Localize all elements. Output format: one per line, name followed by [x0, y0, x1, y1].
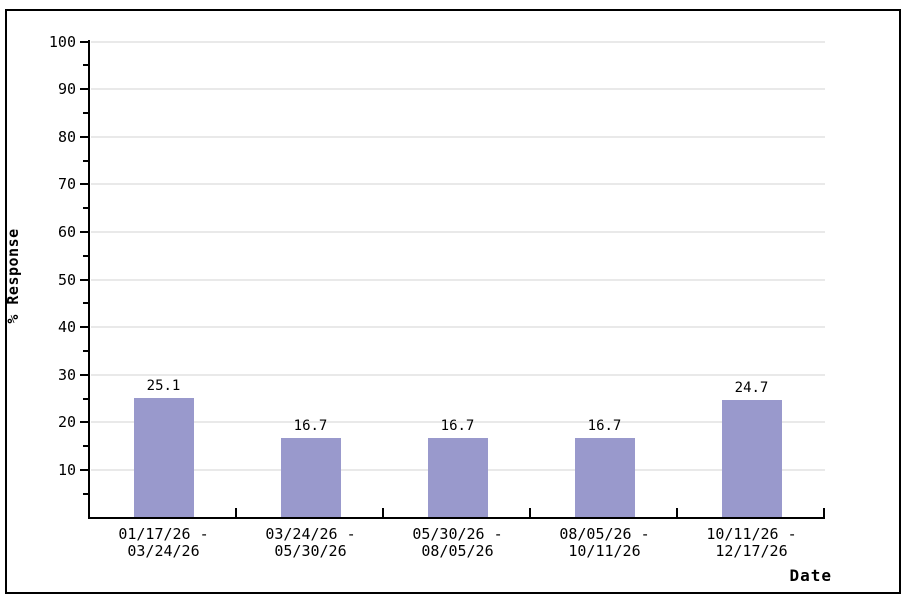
x-boundary-tick [823, 508, 825, 517]
chart-outer-border [5, 9, 901, 594]
y-axis-title: % Response [4, 228, 22, 324]
x-boundary-tick [235, 508, 237, 517]
y-major-tick [80, 468, 88, 471]
y-tick-label: 60 [57, 222, 76, 241]
x-category-label: 08/05/26 - 10/11/26 [559, 524, 650, 560]
x-axis-line [88, 517, 825, 519]
y-minor-tick [83, 159, 88, 162]
y-axis-line [88, 40, 90, 519]
bar [574, 438, 635, 517]
y-tick-label: 30 [57, 365, 76, 384]
gridline [91, 135, 825, 138]
y-tick-label: 50 [57, 270, 76, 289]
x-axis-title: Date [789, 566, 832, 585]
y-major-tick [80, 421, 88, 424]
bar-value-label: 16.7 [440, 418, 475, 434]
y-minor-tick [83, 302, 88, 305]
x-boundary-tick [676, 508, 678, 517]
y-tick-label: 100 [48, 32, 76, 51]
bar [721, 399, 782, 517]
gridline [91, 278, 825, 281]
y-tick-label: 20 [57, 413, 76, 432]
bar-value-label: 24.7 [734, 379, 769, 396]
y-minor-tick [83, 349, 88, 352]
bar-value-label: 16.7 [293, 418, 328, 434]
gridline [91, 230, 825, 233]
bar [280, 438, 341, 517]
y-minor-tick [83, 207, 88, 210]
y-tick-label: 40 [57, 318, 76, 337]
y-major-tick [80, 373, 88, 376]
bar [133, 398, 194, 517]
gridline [91, 373, 825, 376]
y-major-tick [80, 278, 88, 281]
y-major-tick [80, 230, 88, 233]
bar-value-label: 16.7 [587, 418, 622, 434]
x-boundary-tick [382, 508, 384, 517]
y-major-tick [80, 88, 88, 91]
bar-value-label: 25.1 [146, 378, 181, 395]
y-major-tick [80, 183, 88, 186]
y-major-tick [80, 326, 88, 329]
gridline [91, 88, 825, 91]
x-category-label: 10/11/26 - 12/17/26 [706, 524, 797, 560]
y-minor-tick [83, 254, 88, 257]
y-minor-tick [83, 64, 88, 67]
y-minor-tick [83, 492, 88, 495]
y-minor-tick [83, 397, 88, 400]
x-boundary-tick [529, 508, 531, 517]
gridline [91, 183, 825, 186]
gridline [91, 326, 825, 329]
x-category-label: 03/24/26 - 05/30/26 [265, 524, 356, 560]
y-tick-label: 90 [57, 80, 76, 99]
y-major-tick [80, 40, 88, 43]
y-tick-label: 80 [57, 127, 76, 146]
y-tick-label: 70 [57, 175, 76, 194]
y-major-tick [80, 135, 88, 138]
y-tick-label: 10 [57, 460, 76, 479]
y-minor-tick [83, 111, 88, 114]
x-category-label: 01/17/26 - 03/24/26 [118, 524, 209, 560]
gridline [91, 40, 825, 43]
y-minor-tick [83, 445, 88, 448]
x-category-label: 05/30/26 - 08/05/26 [412, 524, 503, 560]
bar [427, 438, 488, 517]
